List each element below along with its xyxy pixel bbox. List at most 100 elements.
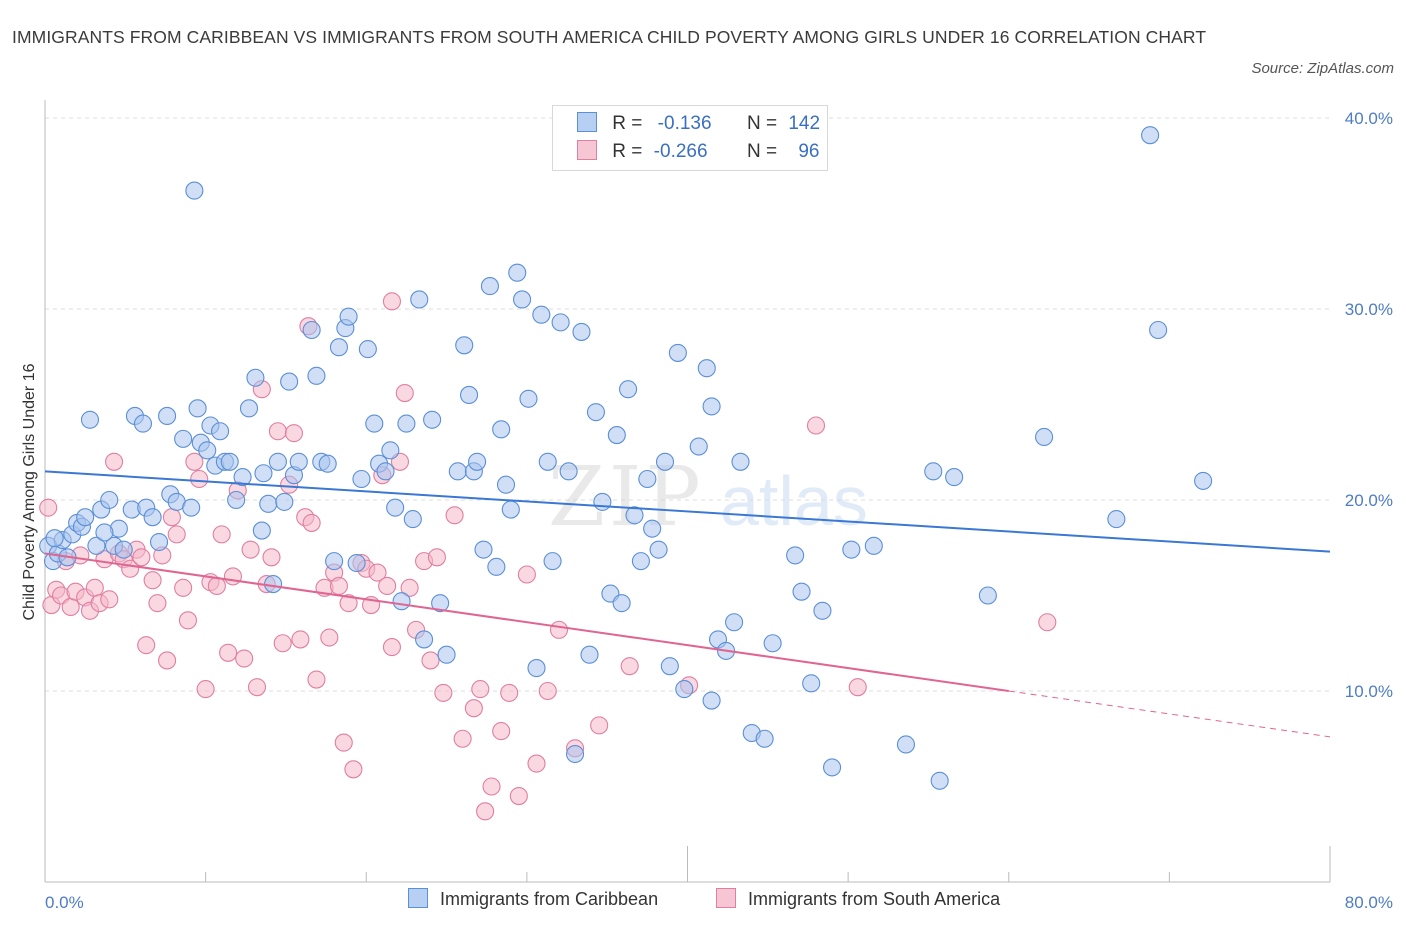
data-point-caribbean (352, 469, 371, 489)
data-point-caribbean (227, 490, 246, 510)
data-point-caribbean (697, 359, 716, 378)
data-point-caribbean (842, 540, 861, 559)
data-point-caribbean (95, 523, 114, 542)
y-axis-title: Child Poverty Among Girls Under 16 (21, 363, 38, 620)
data-point-caribbean (381, 441, 400, 460)
data-point-caribbean (755, 729, 774, 748)
data-point-caribbean (468, 452, 487, 471)
data-point-south-america (509, 786, 528, 806)
data-point-south-america (262, 548, 281, 567)
data-point-caribbean (307, 366, 326, 385)
data-point-caribbean (239, 399, 259, 418)
data-point-caribbean (702, 691, 721, 710)
data-point-caribbean (607, 426, 626, 445)
data-point-caribbean (474, 540, 493, 559)
data-point-caribbean (143, 508, 162, 527)
data-point-caribbean (566, 744, 585, 764)
data-point-south-america (61, 597, 80, 617)
data-point-caribbean (87, 536, 106, 555)
data-point-south-america (39, 498, 58, 517)
tick-labels: 10.0% 20.0% 30.0% 40.0% 0.0% 80.0% (45, 109, 1393, 912)
data-point-caribbean (668, 343, 687, 362)
data-point-caribbean (823, 758, 842, 777)
y-tick-label: 40.0% (1345, 109, 1393, 128)
legend-n-value: 96 (798, 141, 820, 162)
data-point-caribbean (689, 437, 708, 456)
data-point-caribbean (924, 462, 943, 481)
data-point-caribbean (559, 462, 578, 481)
data-point-south-america (302, 513, 321, 532)
data-point-caribbean (431, 594, 450, 613)
data-point-caribbean (649, 540, 668, 559)
data-point-south-america (421, 651, 440, 670)
data-point-south-america (241, 540, 260, 559)
data-point-south-america (471, 680, 490, 699)
chart-title: IMMIGRANTS FROM CARIBBEAN VS IMMIGRANTS … (12, 27, 1207, 47)
data-point-south-america (105, 452, 124, 471)
trend-lines (44, 470, 1331, 738)
data-point-caribbean (930, 771, 949, 790)
data-point-south-america (273, 634, 292, 653)
legend-swatch-pink (577, 140, 597, 160)
data-point-caribbean (233, 468, 252, 487)
data-point-south-america (291, 630, 310, 649)
data-point-south-america (196, 680, 215, 699)
data-point-caribbean (246, 368, 265, 387)
data-point-caribbean (185, 181, 204, 200)
data-point-caribbean (731, 452, 750, 471)
data-point-caribbean (551, 313, 570, 332)
data-point-south-america (162, 508, 181, 527)
legend-swatch-blue (408, 888, 428, 908)
data-point-south-america (223, 567, 242, 586)
data-point-caribbean (220, 452, 239, 471)
data-point-south-america (284, 424, 304, 443)
data-point-caribbean (786, 546, 805, 565)
data-point-caribbean (532, 305, 551, 324)
data-point-caribbean (259, 494, 278, 513)
data-point-caribbean (182, 498, 201, 517)
y-tick-label: 10.0% (1345, 682, 1393, 701)
data-point-caribbean (289, 452, 308, 471)
data-point-caribbean (415, 630, 434, 649)
data-point-caribbean (702, 397, 721, 416)
data-point-caribbean (480, 277, 499, 296)
data-point-south-america (137, 636, 156, 655)
data-point-caribbean (1149, 320, 1168, 340)
legend-label-caribbean: Immigrants from Caribbean (440, 889, 659, 909)
legend-r-value: -0.136 (657, 113, 712, 134)
data-point-caribbean (302, 320, 321, 340)
data-point-caribbean (455, 336, 474, 355)
legend-label-south-america: Immigrants from South America (748, 889, 1001, 909)
trend-line-south-america (44, 552, 1009, 692)
legend-r-label: R = (612, 141, 643, 162)
data-point-south-america (190, 469, 209, 489)
data-point-south-america (382, 292, 402, 311)
data-point-south-america (500, 683, 519, 702)
data-point-caribbean (329, 338, 348, 357)
data-point-caribbean (527, 659, 546, 678)
bottom-legend-caribbean[interactable]: Immigrants from Caribbean (408, 888, 658, 910)
data-point-caribbean (376, 462, 395, 481)
data-point-caribbean (586, 403, 605, 422)
data-point-caribbean (763, 634, 782, 653)
data-point-south-america (538, 681, 557, 701)
data-point-caribbean (448, 462, 467, 481)
data-point-caribbean (325, 552, 344, 571)
data-point-south-america (427, 548, 446, 567)
bottom-legend-south-america[interactable]: Immigrants from South America (716, 888, 1000, 910)
data-point-south-america (320, 628, 339, 647)
data-point-caribbean (211, 422, 230, 441)
data-point-caribbean (501, 500, 520, 519)
data-point-caribbean (252, 521, 271, 540)
data-point-south-america (382, 638, 402, 657)
data-point-caribbean (459, 385, 479, 405)
data-point-caribbean (638, 469, 657, 489)
data-point-south-america (517, 565, 536, 584)
data-point-caribbean (76, 508, 95, 527)
data-point-south-america (268, 422, 287, 441)
data-point-caribbean (580, 645, 599, 664)
data-point-south-america (590, 716, 609, 735)
legend-n-label: N = (746, 113, 778, 134)
data-point-caribbean (1194, 471, 1213, 490)
data-point-south-america (848, 678, 867, 697)
